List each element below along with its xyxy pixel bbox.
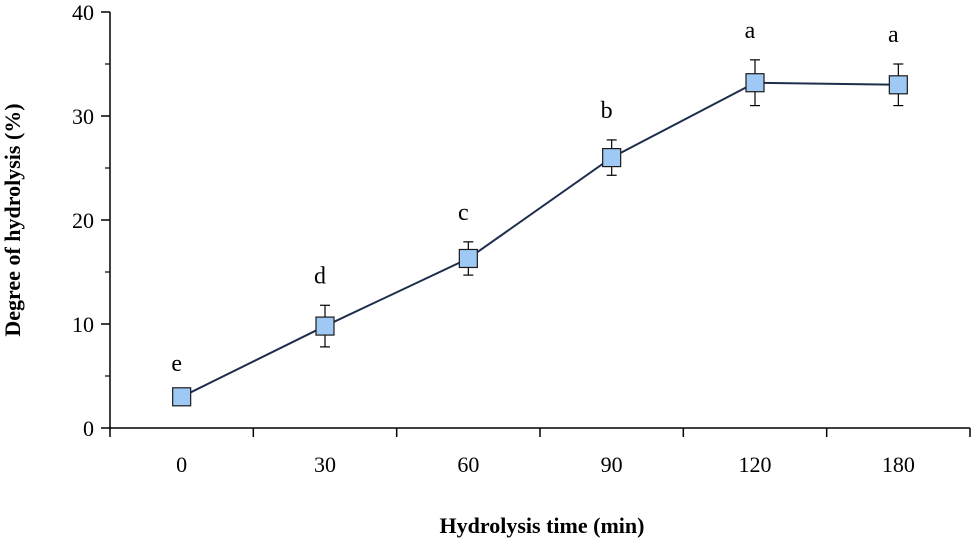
data-point-marker	[602, 148, 622, 168]
y-tick-label: 20	[72, 208, 94, 233]
significance-labels: e d c b a a	[171, 18, 899, 377]
x-tick-label: 60	[457, 452, 479, 477]
x-axis-title: Hydrolysis time (min)	[440, 513, 645, 538]
data-points	[172, 73, 908, 407]
x-tick-label: 180	[882, 452, 915, 477]
significance-label: a	[888, 22, 899, 48]
axes	[101, 11, 971, 437]
y-tick-label: 0	[83, 416, 94, 441]
data-point-marker	[745, 73, 765, 93]
significance-label: b	[601, 98, 613, 124]
significance-label: c	[458, 200, 469, 226]
x-tick-label: 120	[739, 452, 772, 477]
x-tick-label: 30	[314, 452, 336, 477]
y-tick-labels: 0 10 20 30 40	[72, 0, 94, 441]
data-point-marker	[458, 248, 478, 269]
data-point-marker	[888, 75, 908, 95]
x-tick-label: 90	[601, 452, 623, 477]
series-line-group	[181, 81, 899, 398]
y-axis-title: Degree of hydrolysis (%)	[0, 103, 25, 336]
series-line	[181, 81, 899, 398]
y-tick-label: 10	[72, 312, 94, 337]
significance-label: d	[314, 263, 326, 289]
y-tick-label: 30	[72, 104, 94, 129]
data-point-marker	[172, 387, 192, 407]
significance-label: e	[171, 351, 182, 377]
data-point-marker	[315, 316, 335, 336]
x-tick-label: 0	[176, 452, 187, 477]
x-tick-labels: 0 30 60 90 120 180	[176, 452, 915, 477]
y-tick-label: 40	[72, 0, 94, 25]
significance-label: a	[745, 18, 756, 44]
